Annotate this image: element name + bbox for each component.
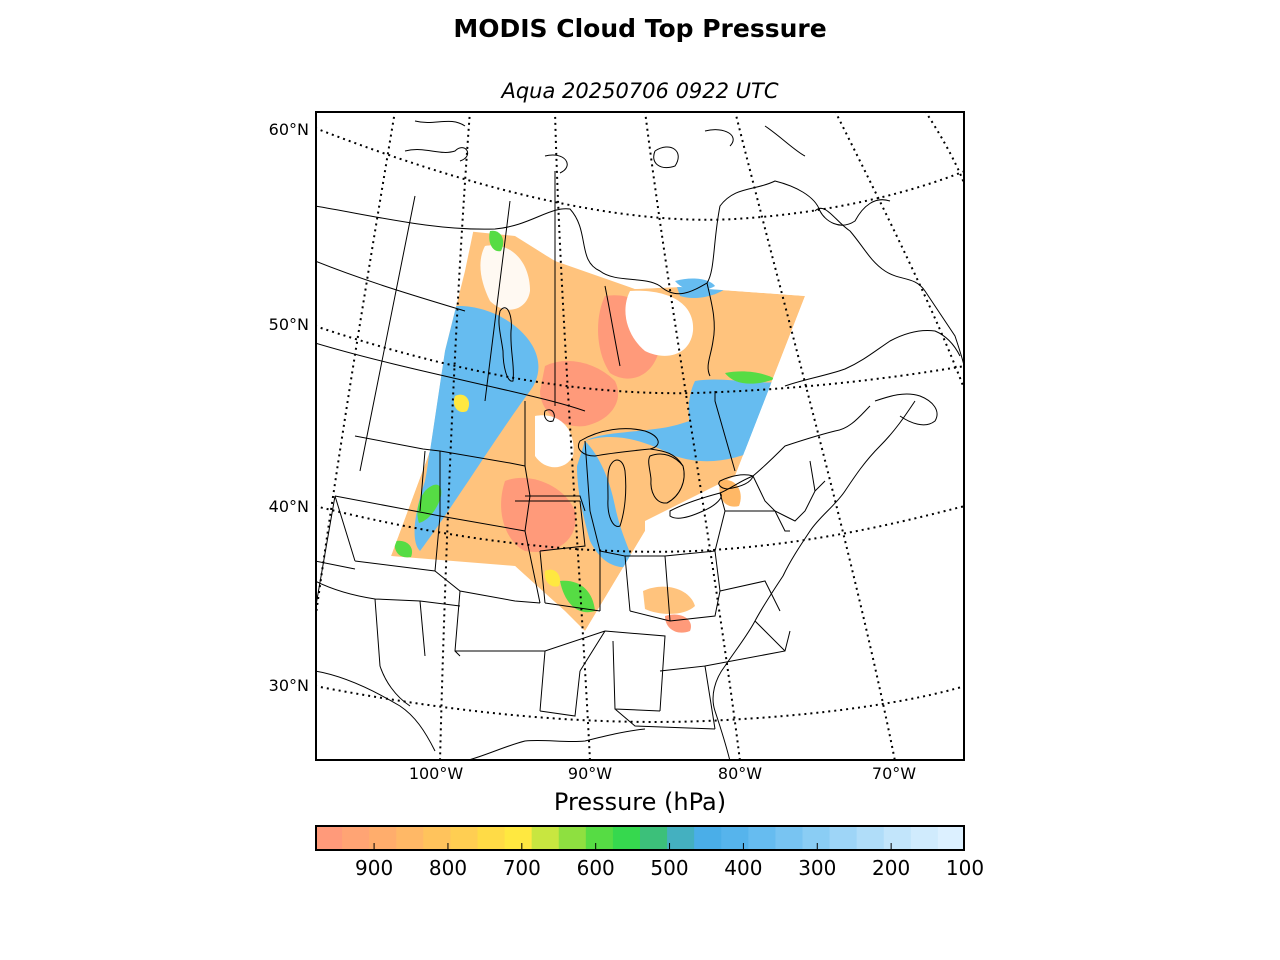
lake-winnipeg (498, 307, 514, 382)
lat-label-50: 50°N (268, 315, 309, 334)
james-bay-coast (706, 282, 715, 377)
us-texas-border (315, 580, 461, 707)
us-states-northeast (714, 460, 826, 552)
colorbar-tick-label: 300 (798, 856, 837, 880)
colorbar-segment (802, 825, 831, 851)
chart-subtitle: Aqua 20250706 0922 UTC (501, 79, 779, 103)
us-canada-border (315, 342, 871, 494)
cloud-patch-scattered-4 (675, 278, 715, 291)
st-lawrence-coast (784, 330, 961, 387)
colorbar-segment (721, 825, 749, 851)
colorbar-segment (640, 825, 668, 851)
colorbar-tick-label: 100 (945, 856, 985, 880)
lon-label-80w: 80°W (717, 764, 763, 783)
colorbar-title: Pressure (hPa) (553, 788, 727, 816)
colorbar-segment (531, 825, 560, 851)
colorbar-segment (694, 825, 722, 851)
gulf-coast (315, 670, 646, 761)
lake-huron (648, 453, 685, 504)
colorbar-segment (883, 825, 912, 851)
colorbar-tick-label: 600 (576, 856, 615, 880)
cloud-region-high-east (688, 379, 790, 452)
colorbar-tick-label: 400 (724, 856, 763, 880)
us-states-south (455, 620, 791, 730)
colorbar-segment (315, 825, 343, 851)
lon-100 (439, 111, 471, 761)
lon-50 (924, 111, 965, 187)
clear-gap-1 (625, 290, 694, 356)
nova-scotia-coast (874, 393, 938, 426)
clear-gap-2 (480, 245, 530, 310)
colorbar-segment (477, 825, 506, 851)
cloud-swath (391, 230, 805, 631)
lake-michigan (607, 459, 627, 527)
colorbar-segment (423, 825, 452, 851)
lon-60 (834, 111, 965, 392)
cloud-patch-scattered-3 (719, 480, 741, 507)
lat-label-40: 40°N (268, 497, 309, 516)
colorbar-segment (856, 825, 885, 851)
colorbar-tick-label: 700 (502, 856, 541, 880)
lon-label-100w: 100°W (408, 764, 464, 783)
lon-90 (554, 111, 591, 761)
lake-of-the-woods (544, 409, 555, 422)
colorbar-tick-label: 900 (355, 856, 394, 880)
colorbar-segment (396, 825, 424, 851)
cloud-edge-green-1 (417, 484, 442, 523)
chart-title: MODIS Cloud Top Pressure (453, 14, 827, 43)
cloud-top-pressure-map (315, 111, 965, 761)
graticule-latitude (315, 127, 965, 723)
colorbar-segment (450, 825, 479, 851)
colorbar-tick-label: 500 (650, 856, 689, 880)
lat-label-30: 30°N (268, 676, 309, 695)
lat-label-60: 60°N (268, 120, 309, 139)
colorbar-segment (937, 825, 965, 851)
colorbar-segment (829, 825, 858, 851)
cloud-edge-green-2 (560, 580, 595, 613)
hudson-bay-coast (315, 180, 891, 295)
map-frame (315, 111, 965, 761)
colorbar-segment (748, 825, 777, 851)
coastlines (315, 120, 965, 761)
lon-110 (315, 111, 396, 622)
lake-ontario (718, 474, 754, 490)
colorbar-segment (667, 825, 695, 851)
colorbar-segment (612, 825, 641, 851)
colorbar-segment (504, 825, 533, 851)
colorbar-segment (558, 825, 587, 851)
us-states-midwest (439, 401, 601, 612)
lat-30 (315, 685, 965, 723)
colorbar-segment (910, 825, 939, 851)
lat-40 (315, 505, 965, 553)
cloud-region-salmon-1 (540, 361, 619, 427)
lake-erie (669, 492, 722, 519)
colorbar-segment (342, 825, 370, 851)
cloud-region-high-central-2 (577, 441, 635, 568)
labrador-coast (814, 208, 965, 372)
clear-gap-3 (535, 415, 574, 468)
colorbar-tick-label: 200 (872, 856, 911, 880)
lon-label-90w: 90°W (567, 764, 613, 783)
political-borders (315, 171, 871, 730)
north-coast-islands (404, 120, 806, 174)
atlantic-coast (712, 400, 916, 761)
cloud-edge-green-5 (725, 371, 775, 384)
lon-70 (734, 111, 896, 761)
cloud-patch-scattered-2 (665, 614, 691, 633)
colorbar-segment (775, 825, 804, 851)
colorbar-frame (315, 825, 965, 851)
cloud-edge-green-3 (394, 540, 413, 558)
cloud-edge-yellow-2 (544, 569, 561, 587)
cloud-region-high-west (414, 306, 539, 551)
lon-label-70w: 70°W (871, 764, 917, 783)
cloud-edge-green-4 (489, 230, 504, 252)
colorbar-segment (369, 825, 397, 851)
cloud-edge-yellow-1 (453, 394, 470, 413)
colorbar-segment (585, 825, 614, 851)
pressure-colorbar (315, 825, 965, 851)
cloud-patch-scattered-1 (643, 586, 695, 614)
colorbar-tick-label: 800 (428, 856, 468, 880)
clear-gap-4 (693, 505, 729, 546)
canada-provinces (315, 171, 736, 472)
